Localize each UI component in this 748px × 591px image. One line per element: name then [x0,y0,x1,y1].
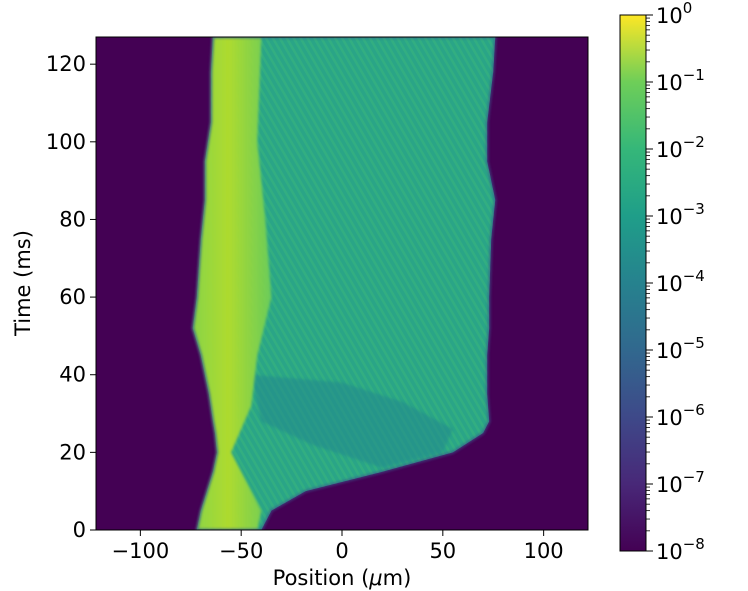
colorbar-tick-label: 10−1 [656,66,705,95]
y-tick-label: 60 [59,285,86,309]
heatmap-bright-core [192,37,272,530]
y-tick-label: 20 [59,440,86,464]
colorbar-gradient [619,14,647,552]
x-axis-label: Position (μm) [273,566,412,590]
heatmap-edge-glow [191,37,497,530]
colorbar-tick-label: 10−7 [656,468,705,497]
colorbar-tick-label: 10−6 [656,401,705,430]
colorbar-ticks: 100 10−1 10−2 10−3 10−4 10−5 10−6 10−7 10−8 [646,0,705,564]
x-tick-label: −100 [112,539,170,563]
y-tick-label: 0 [73,518,86,542]
x-tick-label: 50 [429,539,456,563]
colorbar-tick-label: 100 [656,0,692,28]
colorbar: 100 10−1 10−2 10−3 10−4 10−5 10−6 10−7 10−8 [619,0,705,564]
x-tick-label: 0 [335,539,348,563]
colorbar-tick-label: 10−5 [656,334,705,363]
colorbar-tick-label: 10−3 [656,200,705,229]
heatmap-dark-trough [251,374,453,468]
colorbar-tick-label: 10−2 [656,133,705,162]
y-axis: 0 20 40 60 80 100 120 [46,52,96,542]
y-tick-label: 80 [59,207,86,231]
y-tick-label: 40 [59,363,86,387]
y-tick-label: 120 [46,52,86,76]
x-tick-label: 100 [524,539,564,563]
y-tick-label: 100 [46,130,86,154]
plot-area [96,37,588,530]
mu-symbol: μ [368,566,382,590]
x-axis: −100 −50 0 50 100 [112,530,564,563]
colorbar-tick-label: 10−8 [656,535,705,564]
x-tick-label: −50 [219,539,263,563]
colorbar-tick-label: 10−4 [656,267,705,296]
y-axis-label: Time (ms) [11,230,35,337]
